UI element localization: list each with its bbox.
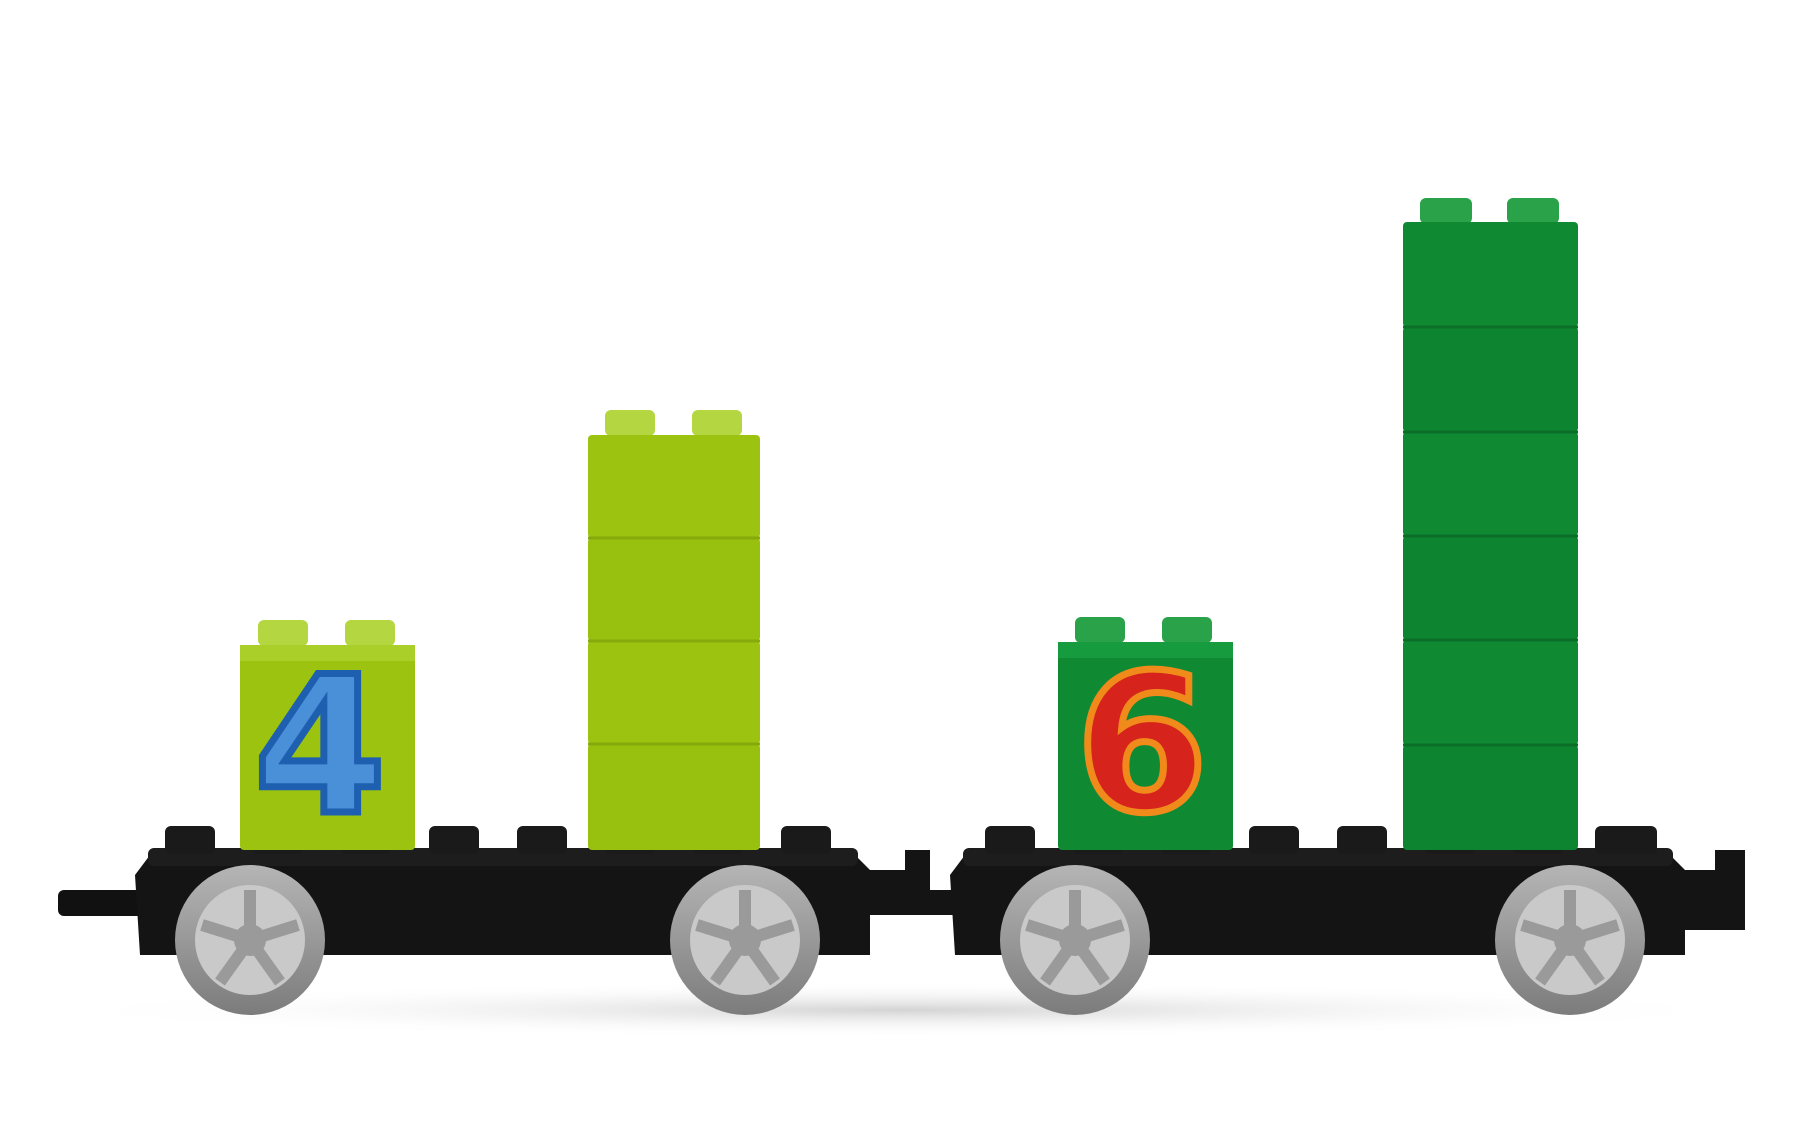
lime-tower-block-4 [588,744,760,850]
number-block-6: 6 [1058,617,1233,859]
green-tower-block-5 [1403,640,1578,745]
left-wagon-rear-wheel [670,865,820,1015]
ground-shadow [40,982,1760,1038]
right-rear-coupler [1675,850,1745,930]
lime-tower [588,410,760,850]
green-tower-block-4 [1403,536,1578,640]
green-tower-block-6 [1403,745,1578,850]
lime-tower-block-2 [588,538,760,641]
right-wagon-front-wheel [1000,865,1150,1015]
number-4-label: 4 [254,636,386,857]
left-wagon-chassis-top [148,848,858,866]
green-tower-block-1 [1403,222,1578,327]
green-tower [1403,198,1578,850]
right-wagon-rear-wheel [1495,865,1645,1015]
left-coupler-bar [58,890,148,916]
lime-tower-block-3 [588,641,760,744]
green-tower-block-3 [1403,432,1578,536]
green-tower-block-2 [1403,327,1578,432]
right-wagon: 6 [950,198,1745,1015]
number-block-4: 4 [240,620,415,861]
right-wagon-chassis-top [963,848,1673,866]
lime-tower-block-1 [588,435,760,538]
left-wagon: 4 [58,410,955,1015]
number-6-label: 6 [1076,634,1208,855]
left-rear-coupler [860,850,955,915]
left-wagon-front-wheel [175,865,325,1015]
